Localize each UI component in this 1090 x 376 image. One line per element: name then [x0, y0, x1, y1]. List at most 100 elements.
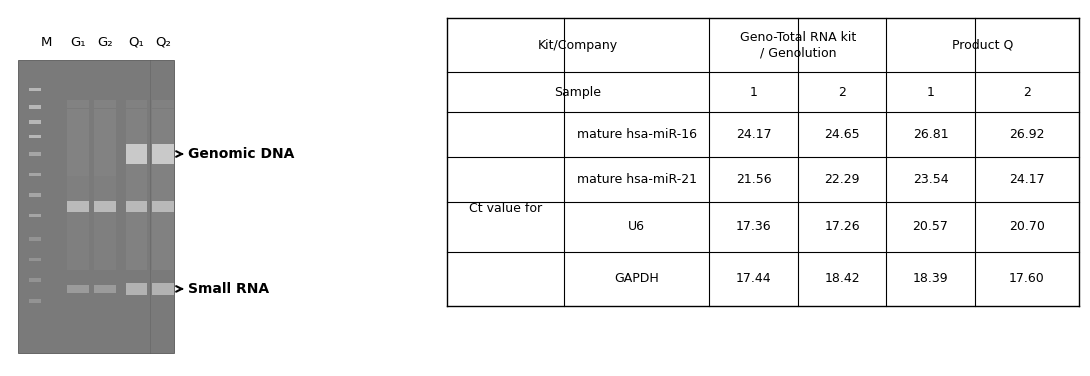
Bar [68, 261, 89, 270]
Bar [95, 227, 116, 236]
Bar [95, 193, 116, 202]
Bar [95, 211, 116, 219]
Bar [68, 211, 89, 219]
Text: mature hsa-miR-16: mature hsa-miR-16 [577, 128, 697, 141]
Text: 1: 1 [926, 85, 934, 99]
Text: 23.54: 23.54 [912, 173, 948, 186]
Text: Sample: Sample [555, 85, 602, 99]
Text: 2: 2 [838, 85, 846, 99]
Bar [28, 105, 41, 109]
Bar [125, 151, 147, 159]
Bar [125, 227, 147, 236]
Bar [95, 109, 116, 117]
Text: 1: 1 [750, 85, 758, 99]
Bar [153, 143, 173, 151]
Bar [125, 211, 147, 219]
Text: Q₂: Q₂ [155, 36, 171, 49]
Text: 24.17: 24.17 [1009, 173, 1044, 186]
Bar [68, 285, 89, 293]
Bar [153, 202, 173, 210]
Bar [153, 134, 173, 142]
Bar [125, 244, 147, 253]
Bar [153, 244, 173, 253]
Bar [95, 143, 116, 151]
Bar [95, 126, 116, 134]
Bar [68, 143, 89, 151]
Bar [95, 176, 116, 185]
Bar [95, 168, 116, 176]
Bar [125, 143, 147, 151]
Bar [95, 244, 116, 253]
Text: 17.60: 17.60 [1009, 272, 1045, 285]
Bar [125, 176, 147, 185]
Bar [95, 159, 116, 168]
Bar [95, 236, 116, 244]
Bar [125, 253, 147, 261]
Bar [95, 285, 116, 293]
Text: G₁: G₁ [71, 36, 86, 49]
Bar [125, 185, 147, 193]
Bar [125, 201, 147, 212]
Bar [68, 227, 89, 236]
Bar [68, 176, 89, 185]
Text: 21.56: 21.56 [736, 173, 772, 186]
Text: Kit/Company: Kit/Company [538, 39, 618, 52]
Bar [153, 168, 173, 176]
Bar [153, 185, 173, 193]
Bar [153, 159, 173, 168]
Text: 17.36: 17.36 [736, 220, 772, 233]
Bar [153, 100, 173, 108]
Bar [95, 185, 116, 193]
Bar [125, 202, 147, 210]
Text: 2: 2 [1024, 85, 1031, 99]
Bar [68, 193, 89, 202]
Text: 17.44: 17.44 [736, 272, 772, 285]
Bar [28, 173, 41, 176]
Bar [95, 117, 116, 125]
Text: 24.17: 24.17 [736, 128, 772, 141]
Bar [68, 185, 89, 193]
Bar [125, 168, 147, 176]
Text: M: M [41, 36, 52, 49]
Text: 20.57: 20.57 [912, 220, 948, 233]
Bar [68, 236, 89, 244]
Text: Q₁: Q₁ [129, 36, 144, 49]
Bar [28, 152, 41, 156]
Text: mature hsa-miR-21: mature hsa-miR-21 [577, 173, 697, 186]
Text: Product Q: Product Q [952, 39, 1014, 52]
Text: GAPDH: GAPDH [614, 272, 659, 285]
Bar [125, 134, 147, 142]
Bar [68, 244, 89, 253]
Bar [125, 236, 147, 244]
Text: 18.42: 18.42 [824, 272, 860, 285]
Bar [125, 283, 147, 294]
Bar [153, 144, 173, 164]
Bar [125, 100, 147, 108]
Bar [153, 283, 173, 294]
Bar [153, 261, 173, 270]
Bar [153, 227, 173, 236]
Text: 18.39: 18.39 [912, 272, 948, 285]
Bar [125, 219, 147, 227]
Bar [68, 253, 89, 261]
Bar [153, 236, 173, 244]
Bar [28, 299, 41, 303]
Bar [125, 144, 147, 164]
Text: Ct value for: Ct value for [469, 202, 542, 215]
Bar [125, 109, 147, 117]
Bar [95, 134, 116, 142]
Bar [28, 237, 41, 241]
Text: 26.92: 26.92 [1009, 128, 1044, 141]
Bar [153, 201, 173, 212]
Text: Small RNA: Small RNA [187, 282, 269, 296]
Bar [95, 151, 116, 159]
Bar [153, 193, 173, 202]
Bar [68, 151, 89, 159]
Bar [95, 100, 116, 108]
Bar [153, 126, 173, 134]
Bar [68, 117, 89, 125]
Bar [28, 258, 41, 261]
Bar [153, 109, 173, 117]
Bar [95, 253, 116, 261]
Bar [153, 176, 173, 185]
